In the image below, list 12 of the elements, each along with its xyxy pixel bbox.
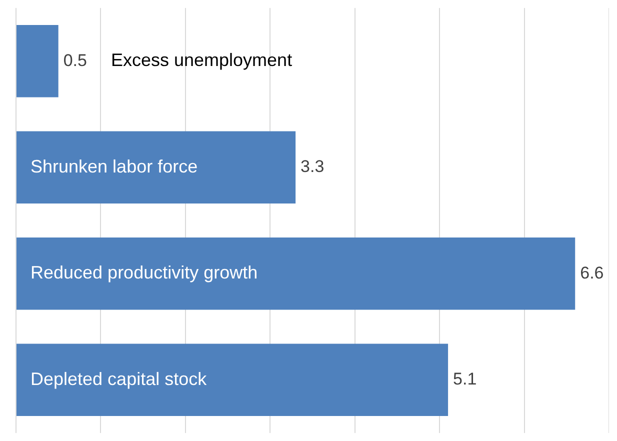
data-label: 3.3: [300, 157, 324, 176]
y-tick-label: Depleted capital stock: [30, 368, 208, 389]
y-tick-label: Reduced productivity growth: [30, 262, 258, 283]
bar: [16, 344, 448, 416]
data-label: 5.1: [453, 370, 477, 389]
bar: [16, 131, 296, 204]
y-tick-label: Shrunken labor force: [30, 156, 198, 176]
bar: [16, 238, 576, 310]
data-label: 0.5: [63, 50, 87, 70]
data-label: 6.6: [580, 263, 604, 282]
bar: [16, 25, 58, 98]
y-tick-label: Excess unemployment: [110, 50, 292, 70]
